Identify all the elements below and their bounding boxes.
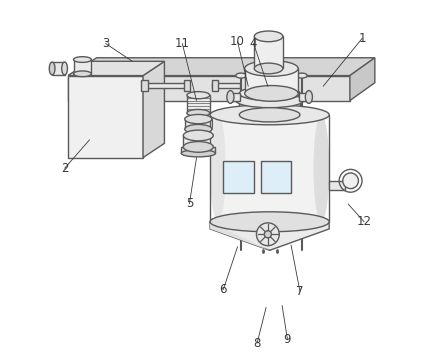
Text: 1: 1	[359, 32, 366, 45]
Ellipse shape	[296, 73, 307, 78]
Text: 3: 3	[102, 37, 109, 50]
Bar	[74, 59, 91, 74]
Text: 12: 12	[357, 215, 372, 228]
Ellipse shape	[264, 66, 275, 71]
Ellipse shape	[254, 63, 283, 74]
Bar	[245, 68, 298, 93]
Bar	[261, 161, 291, 193]
Ellipse shape	[343, 173, 358, 189]
Bar	[185, 119, 212, 129]
Ellipse shape	[74, 71, 91, 77]
Text: 9: 9	[284, 333, 291, 346]
Ellipse shape	[254, 31, 283, 42]
Bar	[141, 80, 148, 91]
Bar	[329, 181, 345, 190]
Bar	[181, 147, 215, 153]
Ellipse shape	[305, 91, 312, 103]
Ellipse shape	[185, 125, 212, 134]
Polygon shape	[210, 222, 329, 250]
Text: 8: 8	[253, 337, 261, 349]
Ellipse shape	[185, 115, 212, 124]
Bar	[212, 83, 241, 88]
Bar	[223, 161, 253, 193]
Text: 11: 11	[175, 37, 190, 50]
Ellipse shape	[245, 61, 298, 76]
Bar	[230, 93, 241, 101]
Bar	[254, 37, 283, 68]
Ellipse shape	[183, 130, 213, 141]
Ellipse shape	[181, 150, 215, 157]
Polygon shape	[68, 58, 375, 76]
Bar	[239, 93, 300, 115]
Polygon shape	[68, 61, 164, 76]
Polygon shape	[143, 61, 164, 158]
Ellipse shape	[239, 108, 300, 122]
Text: 10: 10	[230, 35, 245, 48]
Text: 7: 7	[296, 285, 304, 298]
Polygon shape	[210, 222, 270, 250]
Polygon shape	[350, 58, 375, 101]
Text: 4: 4	[250, 37, 257, 50]
Ellipse shape	[264, 231, 272, 238]
Ellipse shape	[74, 57, 91, 62]
Ellipse shape	[49, 62, 55, 75]
Ellipse shape	[239, 86, 300, 101]
Ellipse shape	[62, 62, 67, 75]
Text: 6: 6	[220, 283, 227, 296]
Bar	[52, 62, 65, 74]
Ellipse shape	[256, 223, 279, 246]
Ellipse shape	[236, 73, 246, 78]
Bar	[183, 135, 213, 147]
Ellipse shape	[314, 115, 329, 222]
Polygon shape	[68, 76, 143, 158]
Ellipse shape	[210, 212, 329, 232]
Bar	[299, 93, 309, 101]
Text: 5: 5	[186, 198, 193, 211]
Bar	[143, 83, 190, 88]
Bar	[218, 115, 321, 222]
Text: 2: 2	[61, 162, 68, 175]
Bar	[212, 80, 218, 91]
Bar	[184, 80, 190, 91]
Ellipse shape	[227, 91, 234, 103]
Ellipse shape	[187, 110, 210, 117]
Ellipse shape	[210, 105, 329, 125]
Ellipse shape	[187, 92, 210, 99]
Bar	[187, 95, 210, 113]
Ellipse shape	[210, 115, 226, 222]
Ellipse shape	[183, 141, 213, 152]
Ellipse shape	[236, 93, 303, 108]
Ellipse shape	[245, 86, 298, 101]
Polygon shape	[68, 76, 350, 101]
